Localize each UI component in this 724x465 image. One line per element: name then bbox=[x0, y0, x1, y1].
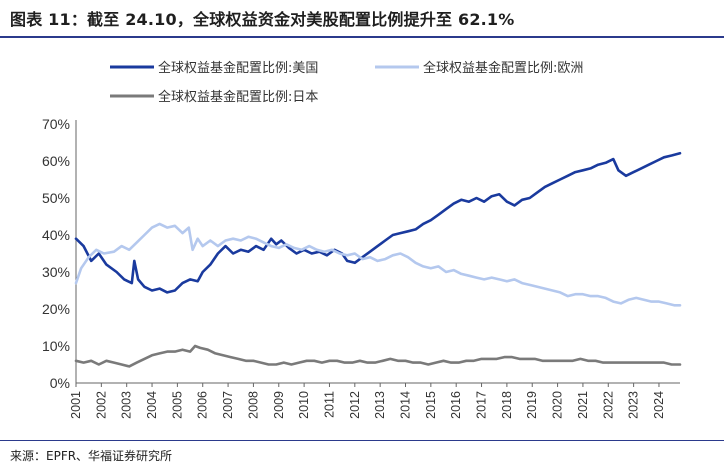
x-tick-label: 2001 bbox=[69, 391, 83, 419]
legend-label: 全球权益基金配置比例:欧洲 bbox=[423, 60, 583, 76]
x-tick-label: 2013 bbox=[373, 391, 387, 419]
legend-label: 全球权益基金配置比例:日本 bbox=[158, 89, 318, 105]
x-axis: 2001 2002 2003 2004 2005 2006 2007 2008 2009 2010… bbox=[69, 382, 680, 419]
x-tick-label: 2016 bbox=[449, 391, 463, 419]
source-divider bbox=[0, 440, 724, 441]
x-tick-label: 2008 bbox=[246, 391, 260, 419]
x-tick-label: 2019 bbox=[525, 391, 539, 419]
x-tick-label: 2010 bbox=[297, 391, 311, 419]
title-divider bbox=[0, 36, 724, 38]
y-axis: 0% 10% 20% 30% 40% 50% 60% 70% bbox=[42, 116, 77, 391]
x-tick-label: 2004 bbox=[145, 391, 159, 419]
x-tick-label: 2020 bbox=[551, 391, 565, 419]
y-tick-label: 50% bbox=[42, 190, 70, 206]
series-line bbox=[74, 151, 682, 294]
x-tick-label: 2014 bbox=[399, 391, 413, 419]
x-tick-label: 2018 bbox=[500, 391, 514, 419]
y-tick-label: 0% bbox=[50, 375, 70, 391]
source-note: 来源：EPFR、华福证券研究所 bbox=[10, 449, 173, 463]
x-tick-label: 2017 bbox=[475, 391, 489, 419]
x-tick-label: 2011 bbox=[322, 391, 336, 418]
x-tick-label: 2002 bbox=[94, 391, 108, 419]
x-tick-label: 2003 bbox=[120, 391, 134, 419]
x-tick-label: 2022 bbox=[601, 391, 615, 419]
chart-title: 图表 11：截至 24.10，全球权益资金对美股配置比例提升至 62.1% bbox=[10, 10, 515, 29]
y-tick-label: 60% bbox=[42, 153, 70, 169]
x-tick-label: 2007 bbox=[221, 391, 235, 419]
y-tick-label: 70% bbox=[42, 116, 70, 132]
x-tick-label: 2005 bbox=[170, 391, 184, 419]
x-tick-label: 2023 bbox=[627, 391, 641, 419]
y-tick-label: 30% bbox=[42, 264, 70, 280]
y-tick-label: 20% bbox=[42, 301, 70, 317]
x-tick-label: 2009 bbox=[272, 391, 286, 419]
series-group bbox=[74, 151, 682, 368]
legend-label: 全球权益基金配置比例:美国 bbox=[158, 60, 318, 76]
x-tick-label: 2024 bbox=[652, 391, 666, 419]
series-line bbox=[74, 222, 682, 307]
x-tick-label: 2021 bbox=[576, 391, 590, 419]
x-tick-label: 2006 bbox=[196, 391, 210, 419]
series-line bbox=[74, 344, 682, 368]
x-tick-label: 2012 bbox=[348, 391, 362, 419]
y-tick-label: 40% bbox=[42, 227, 70, 243]
x-tick-label: 2015 bbox=[424, 391, 438, 419]
y-tick-label: 10% bbox=[42, 338, 70, 354]
